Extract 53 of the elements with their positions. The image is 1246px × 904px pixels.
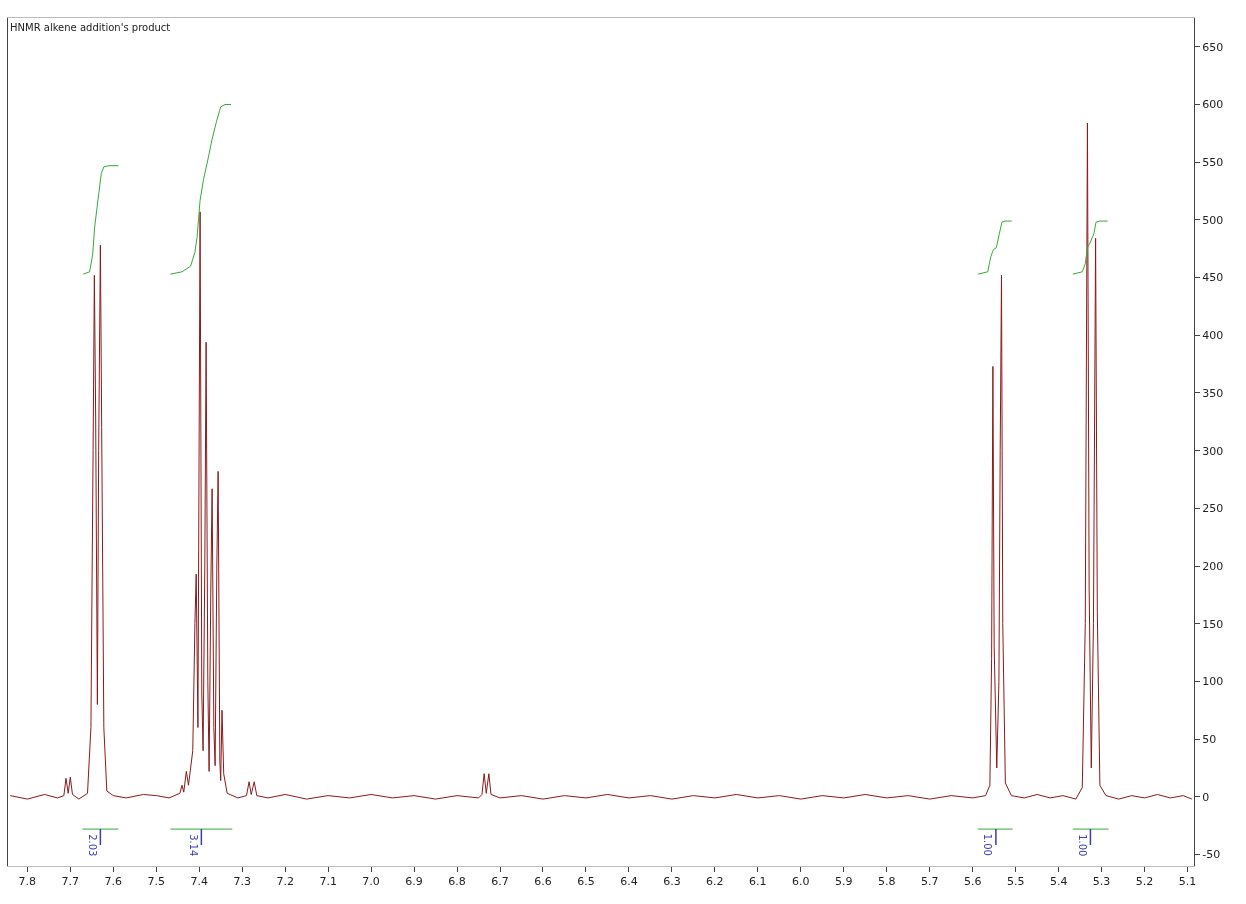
- y-tick-label: 450: [1202, 271, 1224, 285]
- line-series: [977, 220, 1013, 275]
- y-tick-label: 650: [1202, 40, 1224, 54]
- y-tick-label: 500: [1202, 213, 1224, 227]
- x-tick-label: 6.6: [534, 875, 552, 889]
- x-tick-label: 6.1: [749, 875, 767, 889]
- y-tick-label: 0: [1202, 790, 1210, 804]
- line-series: [82, 165, 119, 275]
- y-tick-label: 200: [1202, 559, 1224, 573]
- x-tick-label: 7.1: [319, 875, 337, 889]
- x-tick-label: 7.7: [61, 875, 80, 889]
- x-tick-label: 5.4: [1049, 875, 1068, 889]
- x-tick-label: 6.5: [577, 875, 595, 889]
- x-tick-label: 7.6: [104, 875, 123, 889]
- x-tick-label: 5.5: [1006, 875, 1025, 889]
- x-tick-label: 6.0: [792, 875, 810, 889]
- line-series: [169, 104, 232, 275]
- y-tick-label: 250: [1202, 502, 1224, 516]
- y-tick-label: 300: [1202, 444, 1224, 458]
- y-tick-label: 400: [1202, 329, 1224, 343]
- x-tick-label: 6.3: [663, 875, 681, 889]
- y-tick-label: 350: [1202, 386, 1224, 400]
- y-tick-label: 50: [1202, 732, 1217, 746]
- y-tick-label: 150: [1202, 617, 1224, 631]
- y-tick-label: 550: [1202, 156, 1224, 170]
- x-tick-label: 6.4: [620, 875, 638, 889]
- x-tick-label: 5.2: [1135, 875, 1154, 889]
- x-tick-label: 6.8: [448, 875, 466, 889]
- annotation: 3.14: [187, 834, 199, 857]
- x-tick-label: 6.9: [405, 875, 423, 889]
- x-tick-label: 5.1: [1178, 875, 1197, 889]
- line-series: [1072, 220, 1109, 275]
- annotation: 1.00: [982, 833, 994, 856]
- chart-title: HNMR alkene addition's product: [10, 22, 171, 33]
- x-tick-label: 7.4: [190, 875, 208, 889]
- y-tick-label: 600: [1202, 98, 1224, 112]
- x-tick-label: 7.5: [147, 875, 165, 889]
- x-tick-label: 6.2: [706, 875, 724, 889]
- x-tick-label: 5.8: [878, 875, 896, 889]
- x-tick-label: 7.8: [18, 875, 37, 889]
- x-tick-label: 7.3: [233, 875, 251, 889]
- x-tick-label: 7.0: [362, 875, 380, 889]
- x-tick-label: 5.9: [835, 875, 853, 889]
- line-series: [9, 122, 1193, 800]
- x-tick-label: 7.2: [276, 875, 294, 889]
- y-tick-label: -50: [1202, 848, 1221, 862]
- annotation: 2.03: [86, 834, 98, 857]
- x-tick-label: 5.6: [963, 875, 982, 889]
- annotation: 1.00: [1077, 834, 1089, 857]
- y-tick-label: 100: [1202, 675, 1224, 689]
- x-tick-label: 6.7: [491, 875, 509, 889]
- x-tick-label: 5.3: [1092, 875, 1111, 889]
- x-tick-label: 5.7: [920, 875, 939, 889]
